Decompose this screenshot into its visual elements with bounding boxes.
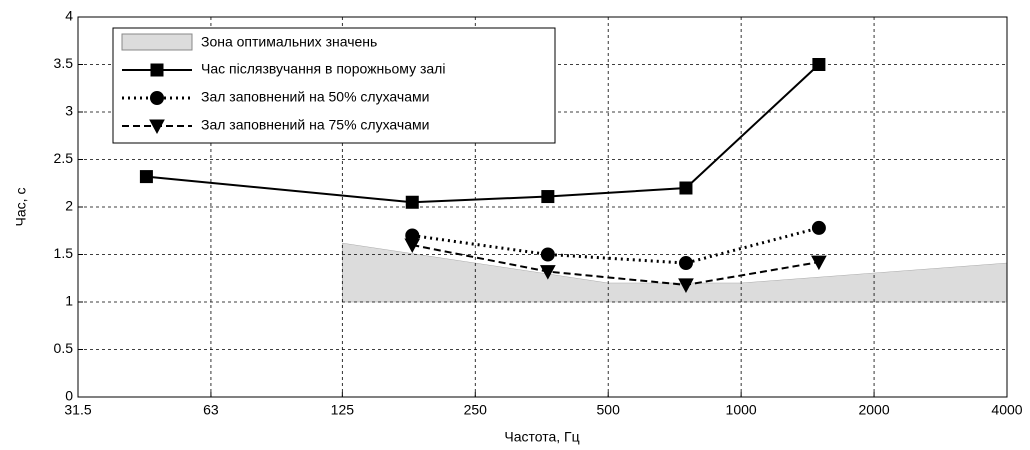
series-line — [412, 244, 820, 286]
legend-swatch — [121, 33, 193, 51]
marker — [678, 278, 694, 293]
y-tick-label: 2 — [65, 198, 73, 214]
y-tick-label: 1.5 — [54, 245, 74, 261]
marker — [540, 265, 556, 280]
x-tick-label: 500 — [597, 402, 621, 418]
y-axis-label: Час, с — [13, 188, 29, 227]
marker — [811, 220, 826, 235]
marker — [404, 238, 421, 254]
legend-label: Зал заповнений на 75% слухачами — [201, 117, 429, 133]
legend-marker — [150, 91, 164, 105]
marker — [812, 58, 826, 71]
x-tick-label: 250 — [464, 402, 488, 418]
plot-frame — [77, 16, 1008, 398]
legend-marker — [150, 63, 164, 77]
y-tick-label: 3 — [65, 103, 73, 119]
y-tick-label: 2.5 — [54, 150, 74, 166]
y-tick-label: 4 — [65, 8, 73, 24]
marker — [678, 256, 693, 271]
marker — [540, 247, 555, 262]
y-tick-label: 3.5 — [54, 55, 74, 71]
x-tick-label: 2000 — [858, 402, 889, 418]
legend-marker — [149, 119, 165, 135]
y-tick-label: 0 — [65, 388, 73, 404]
y-tick-label: 0.5 — [54, 340, 74, 356]
legend-label: Зона оптимальних значень — [201, 34, 377, 50]
x-tick-label: 125 — [331, 402, 355, 418]
marker — [811, 255, 827, 271]
legend-label: Час післязвучання в порожньому залі — [201, 61, 445, 77]
marker — [139, 170, 153, 184]
legend-label: Зал заповнений на 50% слухачами — [201, 89, 429, 105]
marker — [541, 190, 555, 204]
x-axis-label: Частота, Гц — [504, 429, 579, 445]
x-tick-label: 4000 — [991, 402, 1022, 418]
y-tick-label: 1 — [65, 293, 73, 309]
x-tick-label: 31.5 — [64, 402, 91, 418]
marker — [405, 195, 419, 209]
x-tick-label: 63 — [203, 402, 219, 418]
x-tick-label: 1000 — [726, 402, 757, 418]
marker — [679, 181, 693, 195]
